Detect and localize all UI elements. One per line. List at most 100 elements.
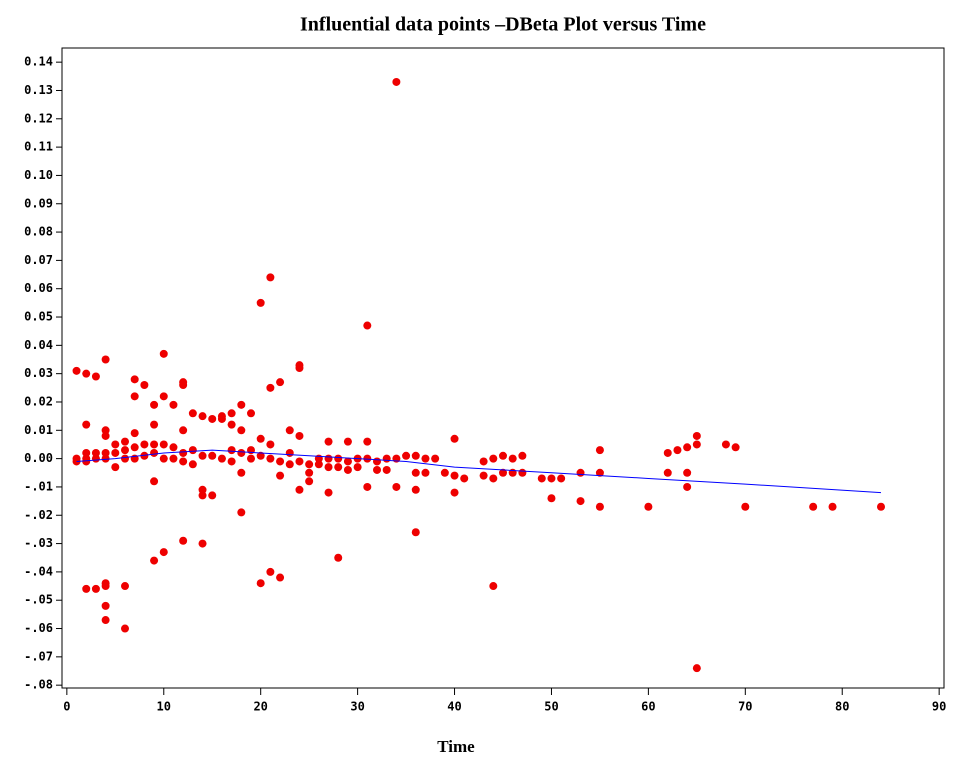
data-point: [295, 431, 304, 440]
data-point: [285, 460, 294, 469]
data-point: [217, 414, 226, 423]
data-point: [266, 383, 275, 392]
data-point: [343, 437, 352, 446]
data-point: [809, 502, 818, 511]
y-tick-label: 0.09: [24, 196, 53, 210]
data-point: [499, 451, 507, 460]
y-tick-label: 0.03: [24, 366, 53, 380]
x-tick-label: 70: [738, 700, 752, 714]
data-point: [266, 273, 275, 282]
data-point: [91, 584, 100, 593]
data-point: [159, 392, 168, 401]
data-point: [266, 567, 275, 576]
data-point: [140, 451, 149, 460]
data-point: [150, 420, 159, 429]
data-point: [101, 431, 110, 440]
data-point: [227, 409, 236, 418]
data-point: [324, 437, 333, 446]
data-point: [595, 468, 604, 477]
data-point: [305, 477, 314, 486]
data-point: [692, 664, 701, 673]
data-point: [343, 457, 352, 466]
data-point: [256, 434, 265, 443]
data-point: [382, 465, 391, 474]
data-point: [411, 485, 420, 494]
data-point: [547, 494, 556, 503]
data-point: [828, 502, 837, 511]
data-point: [121, 582, 129, 591]
y-tick-label: 0.08: [24, 225, 53, 239]
data-point: [101, 355, 110, 364]
data-point: [460, 474, 469, 483]
data-point: [518, 451, 527, 460]
x-tick-label: 0: [63, 700, 70, 714]
data-point: [440, 468, 449, 477]
data-point: [721, 440, 730, 449]
data-point: [285, 448, 294, 457]
data-point: [363, 482, 372, 491]
data-point: [101, 448, 110, 457]
data-point: [111, 440, 120, 449]
data-point: [188, 460, 197, 469]
data-point: [731, 443, 740, 452]
data-point: [324, 488, 333, 497]
data-point: [237, 426, 246, 435]
data-point: [169, 400, 178, 409]
data-point: [159, 548, 168, 557]
data-point: [140, 440, 149, 449]
data-point: [489, 582, 498, 591]
y-tick-label: 0.05: [24, 310, 53, 324]
data-point: [382, 454, 391, 463]
data-point: [237, 400, 246, 409]
data-point: [237, 448, 246, 457]
chart-title: Influential data points –DBeta Plot vers…: [300, 14, 706, 36]
data-point: [276, 471, 285, 480]
data-point: [363, 454, 372, 463]
data-point: [276, 573, 285, 582]
data-point: [411, 468, 420, 477]
x-tick-label: 20: [253, 700, 267, 714]
y-tick-label: 0.02: [24, 394, 53, 408]
data-point: [276, 378, 285, 387]
y-tick-label: 0.04: [24, 338, 53, 352]
data-point: [363, 437, 372, 446]
data-point: [140, 380, 149, 389]
data-point: [208, 491, 217, 500]
y-tick-label: -.08: [24, 678, 53, 692]
x-tick-label: 10: [157, 700, 171, 714]
data-point: [82, 584, 91, 593]
data-point: [489, 454, 498, 463]
x-tick-label: 90: [932, 700, 946, 714]
data-point: [373, 457, 381, 466]
data-point: [101, 426, 110, 435]
data-point: [179, 426, 188, 435]
data-point: [130, 375, 139, 384]
data-point: [82, 420, 91, 429]
y-tick-label: -.07: [24, 649, 53, 663]
x-tick-label: 40: [447, 700, 461, 714]
data-point: [692, 440, 701, 449]
data-point: [121, 437, 129, 446]
data-point: [227, 446, 236, 455]
data-point: [663, 448, 672, 457]
data-point: [537, 474, 546, 483]
y-tick-label: 0.10: [24, 168, 53, 182]
data-point: [402, 451, 411, 460]
x-tick-label: 80: [835, 700, 849, 714]
data-point: [644, 502, 653, 511]
data-point: [179, 536, 188, 545]
data-point: [877, 502, 885, 511]
data-point: [198, 485, 207, 494]
x-tick-label: 50: [544, 700, 558, 714]
data-point: [431, 454, 440, 463]
data-point: [150, 556, 159, 565]
data-point: [450, 471, 459, 480]
data-point: [198, 451, 207, 460]
data-point: [247, 409, 255, 418]
y-tick-label: 0.01: [24, 423, 53, 437]
data-point: [499, 468, 507, 477]
data-point: [595, 502, 604, 511]
data-point: [237, 468, 246, 477]
y-tick-label: 0.07: [24, 253, 53, 267]
data-point: [276, 457, 285, 466]
